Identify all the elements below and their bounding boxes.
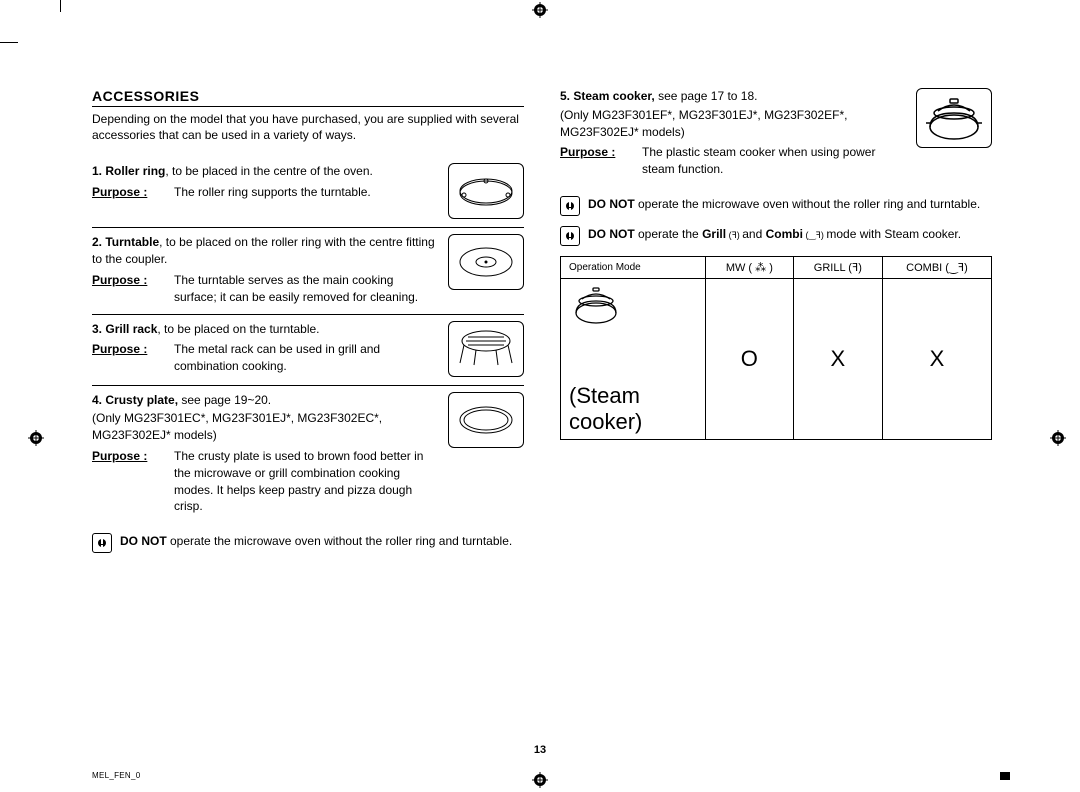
- item-note: (Only MG23F301EF*, MG23F301EJ*, MG23F302…: [560, 107, 906, 141]
- warning-icon: [560, 196, 580, 216]
- accessory-item: 1. Roller ring, to be placed in the cent…: [92, 157, 524, 228]
- purpose-label: Purpose :: [92, 272, 166, 306]
- item-desc: see page 19~20.: [178, 393, 271, 407]
- item-name: Crusty plate,: [105, 393, 178, 407]
- item-number: 2.: [92, 235, 102, 249]
- purpose-label: Purpose :: [92, 341, 166, 375]
- page-number: 13: [0, 744, 1080, 756]
- turntable-icon: [448, 234, 524, 290]
- warn-text: operate the microwave oven without the r…: [635, 197, 981, 211]
- accessory-item: 3. Grill rack, to be placed on the turnt…: [92, 315, 524, 386]
- crusty-plate-icon: [448, 392, 524, 448]
- item-desc: see page 17 to 18.: [655, 89, 758, 103]
- warning-icon: [560, 226, 580, 246]
- section-heading: ACCESSORIES: [92, 88, 524, 107]
- left-column: ACCESSORIES Depending on the model that …: [92, 88, 524, 563]
- warn-bold: Combi: [766, 227, 803, 241]
- warn-text: mode with Steam cooker.: [826, 227, 961, 241]
- item-number: 3.: [92, 322, 102, 336]
- warning-note: DO NOT operate the microwave oven withou…: [92, 533, 524, 553]
- warning-icon: [92, 533, 112, 553]
- item-name: Turntable: [105, 235, 159, 249]
- item-name: Roller ring: [105, 164, 165, 178]
- accessory-item: 2. Turntable, to be placed on the roller…: [92, 228, 524, 314]
- footer-text: MEL_FEN_0: [92, 771, 141, 780]
- warn-text: operate the microwave oven without the r…: [167, 534, 513, 548]
- accessory-item: 4. Crusty plate, see page 19~20. (Only M…: [92, 386, 524, 524]
- purpose-label: Purpose :: [560, 144, 634, 178]
- table-cell: X: [882, 278, 991, 439]
- warn-bold: Grill: [702, 227, 726, 241]
- purpose-text: The crusty plate is used to brown food b…: [174, 448, 438, 515]
- item-name: Steam cooker,: [573, 89, 654, 103]
- item-desc: , to be placed on the turntable.: [157, 322, 319, 336]
- warn-text: and: [742, 227, 765, 241]
- mode-compat-table: Operation Mode MW ( ⁂ ) GRILL (ꟻ) COMBI …: [560, 256, 992, 440]
- table-row-label: (Steam cooker): [561, 278, 706, 439]
- warn-text: operate the: [635, 227, 702, 241]
- table-cell: X: [793, 278, 882, 439]
- item-name: Grill rack: [105, 322, 157, 336]
- table-header: Operation Mode: [561, 256, 706, 278]
- accessory-item: 5. Steam cooker, see page 17 to 18. (Onl…: [560, 88, 992, 186]
- table-header: COMBI (‿ꟻ): [882, 256, 991, 278]
- intro-text: Depending on the model that you have pur…: [92, 111, 524, 143]
- item-number: 4.: [92, 393, 102, 407]
- warning-note: DO NOT operate the microwave oven withou…: [560, 196, 992, 216]
- purpose-text: The roller ring supports the turntable.: [174, 184, 438, 201]
- grill-rack-icon: [448, 321, 524, 377]
- registration-mark-icon: [1050, 430, 1066, 446]
- registration-mark-icon: [28, 430, 44, 446]
- item-desc: , to be placed in the centre of the oven…: [165, 164, 372, 178]
- steam-cooker-icon: [916, 88, 992, 148]
- crop-mark: [60, 0, 61, 12]
- purpose-label: Purpose :: [92, 184, 166, 201]
- purpose-label: Purpose :: [92, 448, 166, 515]
- registration-mark-icon: [532, 772, 548, 788]
- steam-cooker-icon: [569, 283, 623, 327]
- purpose-text: The plastic steam cooker when using powe…: [642, 144, 906, 178]
- roller-ring-icon: [448, 163, 524, 219]
- warn-bold: DO NOT: [588, 227, 635, 241]
- combi-symbol-icon: (‿ꟻ): [803, 230, 826, 240]
- right-column: 5. Steam cooker, see page 17 to 18. (Onl…: [560, 88, 992, 563]
- crop-mark: [0, 42, 18, 43]
- footer-block-icon: [1000, 772, 1010, 780]
- table-header: GRILL (ꟻ): [793, 256, 882, 278]
- item-number: 5.: [560, 89, 570, 103]
- warn-bold: DO NOT: [120, 534, 167, 548]
- table-header: MW ( ⁂ ): [706, 256, 794, 278]
- purpose-text: The turntable serves as the main cooking…: [174, 272, 438, 306]
- table-cell: O: [706, 278, 794, 439]
- purpose-text: The metal rack can be used in grill and …: [174, 341, 438, 375]
- item-note: (Only MG23F301EC*, MG23F301EJ*, MG23F302…: [92, 410, 438, 444]
- registration-mark-icon: [532, 2, 548, 18]
- grill-symbol-icon: (ꟻ): [726, 230, 742, 240]
- warn-bold: DO NOT: [588, 197, 635, 211]
- warning-note: DO NOT operate the Grill (ꟻ) and Combi (…: [560, 226, 992, 246]
- item-number: 1.: [92, 164, 102, 178]
